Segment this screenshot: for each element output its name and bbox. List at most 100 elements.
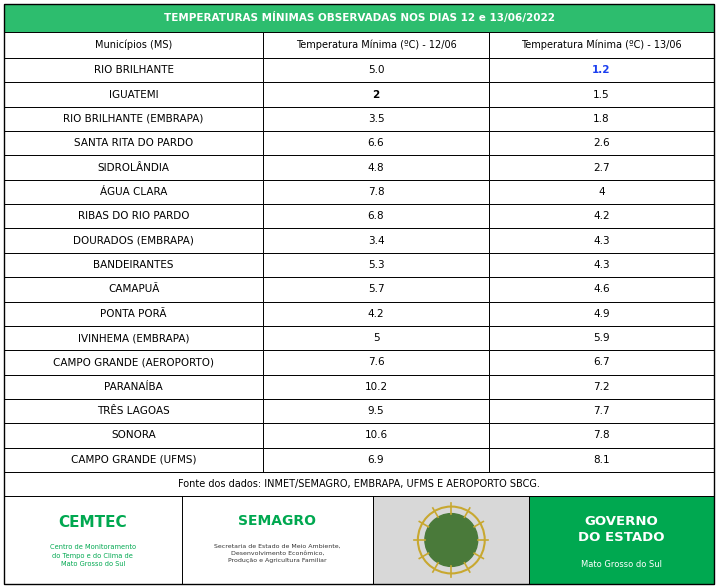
Text: ÁGUA CLARA: ÁGUA CLARA xyxy=(100,187,167,197)
Bar xyxy=(264,204,489,229)
Text: 7.8: 7.8 xyxy=(368,187,384,197)
Text: RIO BRILHANTE: RIO BRILHANTE xyxy=(93,65,174,75)
Bar xyxy=(264,253,489,277)
Bar xyxy=(4,375,264,399)
Bar xyxy=(4,32,264,58)
Bar xyxy=(264,277,489,302)
Bar xyxy=(264,326,489,350)
Bar xyxy=(489,106,714,131)
Text: 4: 4 xyxy=(598,187,605,197)
Text: SANTA RITA DO PARDO: SANTA RITA DO PARDO xyxy=(74,138,193,148)
Text: TRÊS LAGOAS: TRÊS LAGOAS xyxy=(97,406,170,416)
Bar xyxy=(264,32,489,58)
Text: 6.7: 6.7 xyxy=(593,358,610,368)
Bar xyxy=(489,447,714,472)
Bar xyxy=(489,131,714,155)
Text: 1.2: 1.2 xyxy=(592,65,611,75)
Text: 4.9: 4.9 xyxy=(593,309,610,319)
Text: 10.6: 10.6 xyxy=(365,430,388,440)
Bar xyxy=(489,277,714,302)
Text: 5: 5 xyxy=(373,333,379,343)
Text: 7.2: 7.2 xyxy=(593,382,610,392)
Text: Municípios (MS): Municípios (MS) xyxy=(95,40,172,50)
Text: IVINHEMA (EMBRAPA): IVINHEMA (EMBRAPA) xyxy=(78,333,190,343)
Bar xyxy=(489,326,714,350)
Bar xyxy=(489,399,714,423)
Bar xyxy=(489,155,714,180)
Text: 1.5: 1.5 xyxy=(593,89,610,99)
Bar xyxy=(264,180,489,204)
Bar xyxy=(4,350,264,375)
Text: SONORA: SONORA xyxy=(111,430,156,440)
Bar xyxy=(489,58,714,82)
Text: 5.0: 5.0 xyxy=(368,65,384,75)
Bar xyxy=(4,302,264,326)
Bar xyxy=(4,4,714,32)
Text: CEMTEC: CEMTEC xyxy=(58,515,127,530)
Text: TEMPERATURAS MÍNIMAS OBSERVADAS NOS DIAS 12 e 13/06/2022: TEMPERATURAS MÍNIMAS OBSERVADAS NOS DIAS… xyxy=(164,12,554,24)
Bar xyxy=(4,204,264,229)
Circle shape xyxy=(425,513,477,566)
Text: RIBAS DO RIO PARDO: RIBAS DO RIO PARDO xyxy=(78,211,190,221)
Bar xyxy=(264,302,489,326)
Text: 4.2: 4.2 xyxy=(368,309,384,319)
Bar xyxy=(4,229,264,253)
Text: 4.6: 4.6 xyxy=(593,285,610,295)
Text: Temperatura Mínima (ºC) - 12/06: Temperatura Mínima (ºC) - 12/06 xyxy=(296,40,457,50)
Bar xyxy=(4,496,714,584)
Bar xyxy=(4,399,264,423)
Bar xyxy=(4,82,264,106)
Text: 8.1: 8.1 xyxy=(593,455,610,465)
Bar xyxy=(4,180,264,204)
Text: 6.9: 6.9 xyxy=(368,455,384,465)
Bar xyxy=(4,326,264,350)
Bar xyxy=(264,82,489,106)
Text: 10.2: 10.2 xyxy=(365,382,388,392)
Text: 4.8: 4.8 xyxy=(368,163,384,173)
Text: 6.8: 6.8 xyxy=(368,211,384,221)
Bar xyxy=(489,204,714,229)
Text: 5.3: 5.3 xyxy=(368,260,384,270)
Bar xyxy=(264,399,489,423)
Bar xyxy=(489,253,714,277)
Text: Fonte dos dados: INMET/SEMAGRO, EMBRAPA, UFMS E AEROPORTO SBCG.: Fonte dos dados: INMET/SEMAGRO, EMBRAPA,… xyxy=(178,479,540,489)
Bar xyxy=(529,496,714,584)
Text: 3.5: 3.5 xyxy=(368,114,384,124)
Bar xyxy=(489,180,714,204)
Text: SEMAGRO: SEMAGRO xyxy=(238,514,317,527)
Bar xyxy=(4,277,264,302)
Text: CAMPO GRANDE (UFMS): CAMPO GRANDE (UFMS) xyxy=(71,455,196,465)
Text: 4.3: 4.3 xyxy=(593,260,610,270)
Bar xyxy=(4,253,264,277)
Bar xyxy=(489,32,714,58)
Text: 7.6: 7.6 xyxy=(368,358,384,368)
Text: 4.2: 4.2 xyxy=(593,211,610,221)
Bar xyxy=(264,375,489,399)
Bar xyxy=(4,155,264,180)
Text: 4.3: 4.3 xyxy=(593,236,610,246)
Bar xyxy=(489,82,714,106)
Bar xyxy=(264,131,489,155)
Text: CAMPO GRANDE (AEROPORTO): CAMPO GRANDE (AEROPORTO) xyxy=(53,358,214,368)
Bar xyxy=(264,155,489,180)
Bar xyxy=(264,350,489,375)
Bar xyxy=(264,229,489,253)
Bar xyxy=(4,447,264,472)
Text: 2.6: 2.6 xyxy=(593,138,610,148)
Text: 6.6: 6.6 xyxy=(368,138,384,148)
Text: 9.5: 9.5 xyxy=(368,406,384,416)
Bar xyxy=(264,106,489,131)
Bar xyxy=(4,106,264,131)
Text: 5.9: 5.9 xyxy=(593,333,610,343)
Bar xyxy=(4,58,264,82)
Text: 7.8: 7.8 xyxy=(593,430,610,440)
Bar xyxy=(264,423,489,447)
Bar xyxy=(489,423,714,447)
Text: 3.4: 3.4 xyxy=(368,236,384,246)
Text: PONTA PORÃ: PONTA PORÃ xyxy=(101,309,167,319)
Bar xyxy=(489,350,714,375)
Text: Secretaria de Estado de Meio Ambiente,
Desenvolvimento Econômico,
Produção e Agr: Secretaria de Estado de Meio Ambiente, D… xyxy=(214,544,340,563)
Text: 7.7: 7.7 xyxy=(593,406,610,416)
Text: GOVERNO
DO ESTADO: GOVERNO DO ESTADO xyxy=(579,515,665,544)
Text: PARANAÍBA: PARANAÍBA xyxy=(104,382,163,392)
